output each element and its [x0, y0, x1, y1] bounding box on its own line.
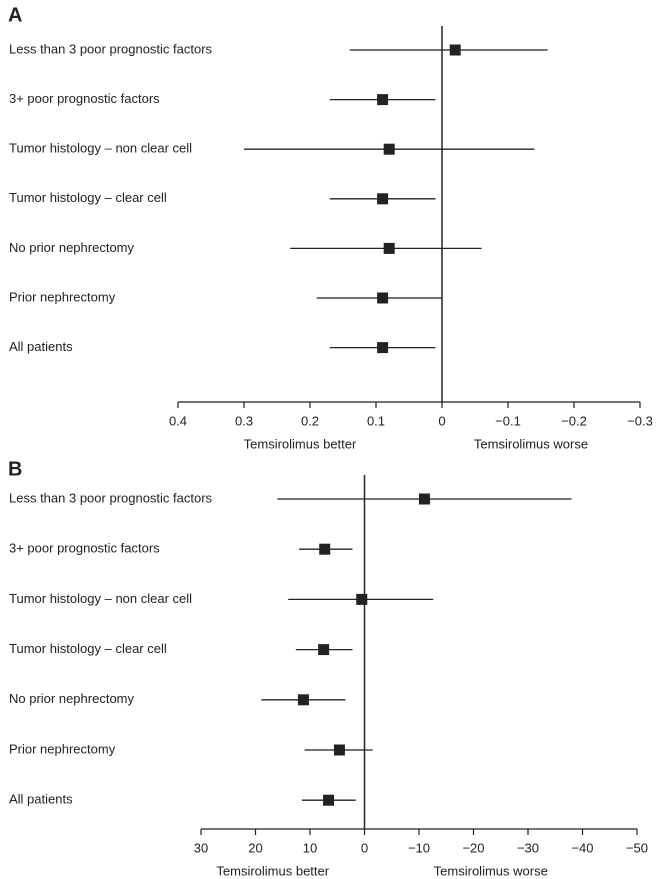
x-tick-label: −40 — [571, 840, 593, 855]
point-estimate — [377, 193, 389, 205]
point-estimate — [418, 493, 430, 505]
point-estimate — [356, 593, 368, 605]
row-label: Prior nephrectomy — [9, 289, 116, 304]
point-estimate — [297, 694, 309, 706]
point-estimate — [319, 543, 331, 555]
x-tick-label: 0 — [361, 840, 368, 855]
row-label: Tumor histology – non clear cell — [9, 591, 192, 606]
panel-title: B — [8, 458, 22, 480]
point-estimate — [449, 44, 461, 56]
x-tick-label: −0.3 — [627, 413, 653, 428]
row-label: Prior nephrectomy — [9, 741, 116, 756]
point-estimate — [383, 143, 395, 155]
x-tick-label: −30 — [517, 840, 539, 855]
point-estimate — [377, 292, 389, 304]
row-label: Tumor histology – non clear cell — [9, 141, 192, 156]
x-tick-label: 0.1 — [367, 413, 385, 428]
point-estimate — [377, 342, 389, 354]
point-estimate — [323, 794, 335, 806]
annotation: Temsirolimus better — [244, 436, 357, 451]
annotation: Temsirolimus better — [216, 863, 329, 878]
row-label: All patients — [9, 339, 73, 354]
x-tick-label: 0.2 — [301, 413, 319, 428]
row-label: 3+ poor prognostic factors — [9, 91, 160, 106]
x-tick-label: −50 — [626, 840, 648, 855]
row-label: Less than 3 poor prognostic factors — [9, 490, 213, 505]
row-label: 3+ poor prognostic factors — [9, 541, 160, 556]
row-label: No prior nephrectomy — [9, 691, 134, 706]
x-tick-label: 20 — [248, 840, 262, 855]
point-estimate — [318, 644, 330, 656]
x-tick-label: −0.1 — [495, 413, 521, 428]
x-tick-label: 30 — [194, 840, 208, 855]
row-label: No prior nephrectomy — [9, 240, 134, 255]
x-tick-label: 0.4 — [169, 413, 187, 428]
x-tick-label: −20 — [462, 840, 484, 855]
panel-title: A — [8, 4, 22, 26]
row-label: Tumor histology – clear cell — [9, 641, 167, 656]
x-tick-label: 0 — [438, 413, 445, 428]
row-label: Less than 3 poor prognostic factors — [9, 41, 213, 56]
annotation: Temsirolimus worse — [474, 436, 588, 451]
row-label: All patients — [9, 792, 73, 807]
x-tick-label: 0.3 — [235, 413, 253, 428]
point-estimate — [333, 744, 345, 756]
point-estimate — [377, 94, 389, 106]
annotation: Temsirolimus worse — [434, 863, 548, 878]
x-tick-label: −10 — [408, 840, 430, 855]
point-estimate — [383, 242, 395, 254]
x-tick-label: −0.2 — [561, 413, 587, 428]
x-tick-label: 10 — [303, 840, 317, 855]
row-label: Tumor histology – clear cell — [9, 190, 167, 205]
